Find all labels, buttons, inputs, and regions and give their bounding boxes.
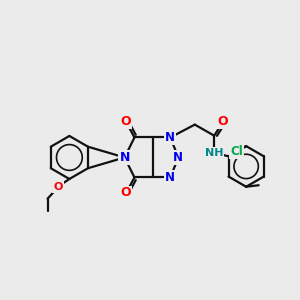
- Text: O: O: [218, 115, 229, 128]
- Text: N: N: [173, 151, 183, 164]
- Text: N: N: [119, 151, 130, 164]
- Text: N: N: [165, 131, 175, 144]
- Text: N: N: [165, 171, 175, 184]
- Text: O: O: [53, 182, 63, 192]
- Text: O: O: [121, 187, 131, 200]
- Text: Cl: Cl: [230, 145, 243, 158]
- Text: NH: NH: [205, 148, 224, 158]
- Text: O: O: [121, 116, 131, 128]
